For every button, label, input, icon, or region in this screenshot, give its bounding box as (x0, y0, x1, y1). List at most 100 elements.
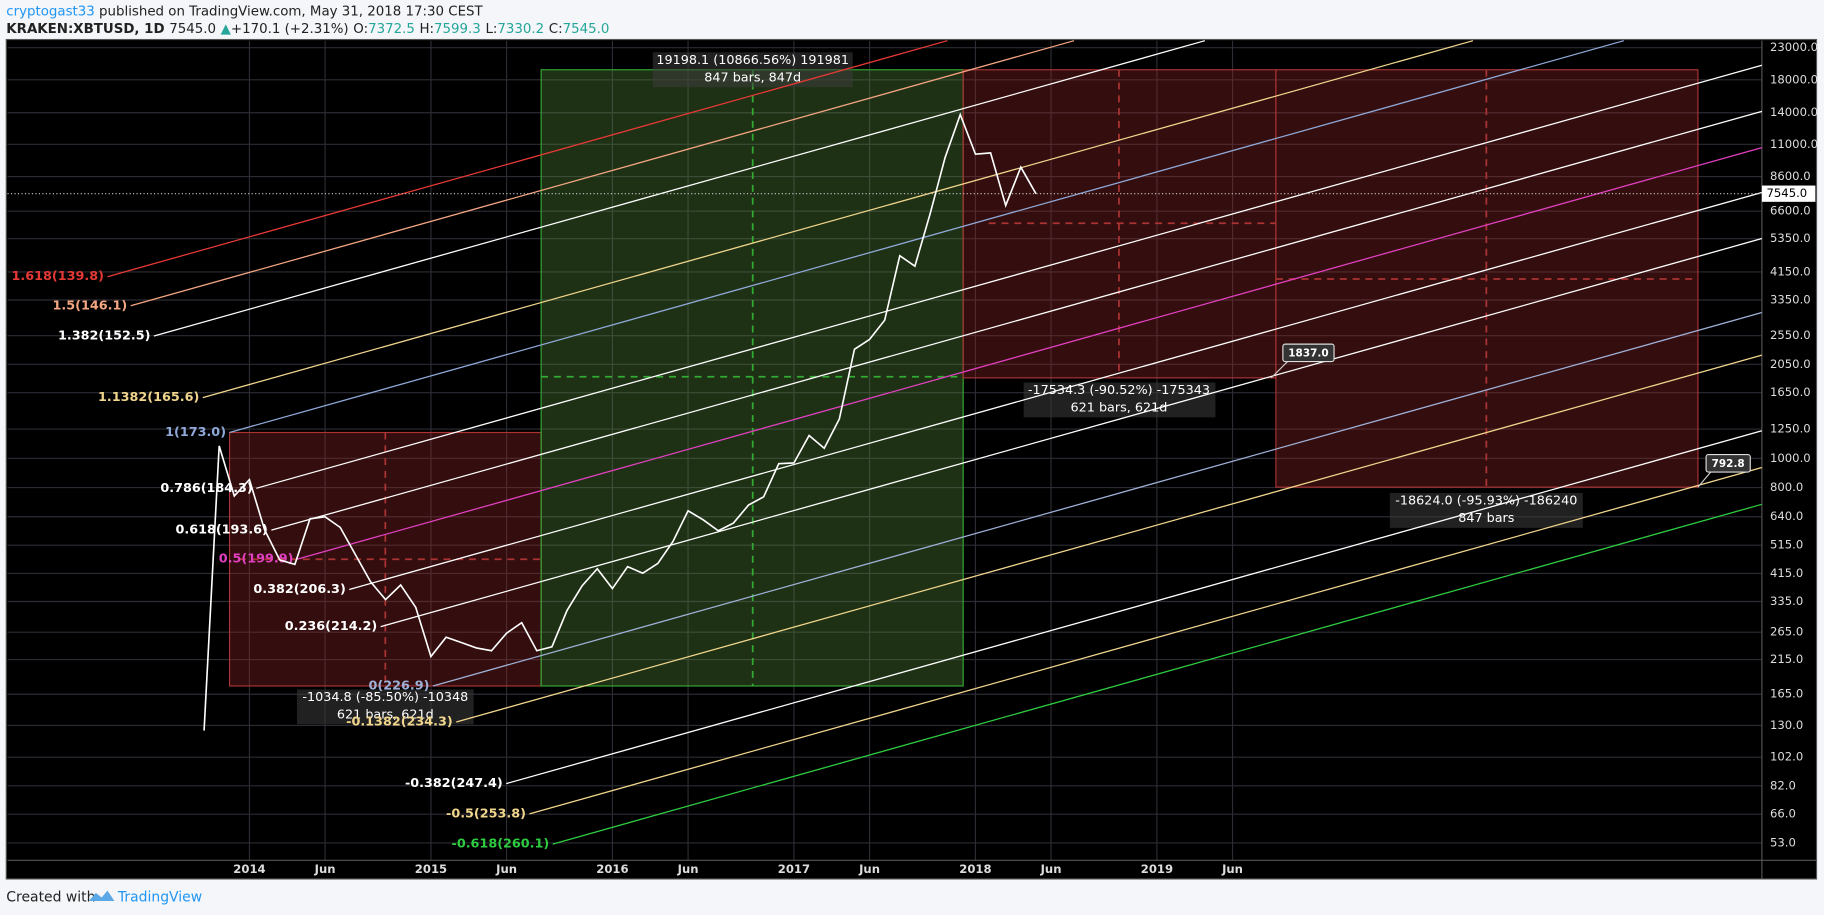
fib-line (552, 503, 1763, 845)
y-tick-label: 165.0 (1770, 687, 1803, 701)
fib-label: 0.5(199.9) (219, 552, 294, 567)
fib-label: 0.618(193.6) (175, 523, 267, 538)
fib-line (456, 354, 1763, 723)
fib-label: -0.1382(234.3) (346, 715, 453, 730)
logo (88, 890, 115, 902)
fib-line (229, 40, 1625, 434)
y-tick-label: 23000.0 (1770, 40, 1818, 54)
y-tick-label: 800.0 (1770, 480, 1803, 494)
y-tick-label: 1250.0 (1770, 422, 1811, 436)
open: 7372.5 (368, 22, 415, 37)
last-price-box (1761, 185, 1816, 202)
chart-panel (5, 38, 1818, 880)
fib-label: 1(173.0) (165, 425, 226, 440)
y-tick-label: 265.0 (1770, 625, 1803, 639)
x-tick-label: Jun (1040, 862, 1062, 876)
measure-label: 847 bars, 847d (704, 70, 801, 85)
x-tick-label: 2017 (778, 862, 810, 876)
y-tick-label: 5350.0 (1770, 231, 1811, 245)
header-line: cryptogast33 published on TradingView.co… (6, 5, 483, 20)
fib-label: 0.786(184.3) (160, 481, 252, 496)
measure-label: 847 bars (1458, 511, 1515, 526)
l-label: L: (485, 22, 497, 37)
fib-line (506, 430, 1763, 785)
fib-line (271, 110, 1763, 531)
symbol-line: KRAKEN:XBTUSD, 1D 7545.0 ▲+170.1 (+2.31%… (6, 22, 609, 37)
price-line (203, 112, 1037, 731)
fib-label: 1.5(146.1) (53, 298, 128, 313)
y-tick-label: 6600.0 (1770, 204, 1811, 218)
callout-label: 792.8 (1712, 458, 1745, 470)
y-tick-label: 2550.0 (1770, 328, 1811, 342)
callout-box (1705, 454, 1751, 473)
change: +170.1 (+2.31%) (231, 22, 349, 37)
fib-label: 0.236(214.2) (285, 619, 377, 634)
callout-pointer (1697, 471, 1712, 488)
plot: 23000.0 18000.0 14000.0 11000.0 8600.0 6600.0… (7, 40, 1818, 879)
y-tick-label: 18000.0 (1770, 72, 1818, 86)
c-label: C: (549, 22, 563, 37)
fib-label: -0.5(253.8) (446, 806, 526, 821)
o-label: O: (353, 22, 368, 37)
y-tick-label: 1650.0 (1770, 385, 1811, 399)
callout-pointer (1270, 361, 1288, 379)
x-tick-label: Jun (677, 862, 699, 876)
y-tick-label: 2050.0 (1770, 357, 1811, 371)
fib-label: 1.382(152.5) (58, 329, 150, 344)
high: 7599.3 (434, 22, 481, 37)
measure-label: -18624.0 (-95.93%) -186240 (1395, 494, 1577, 509)
x-tick-label: 2014 (233, 862, 265, 876)
y-tick-label: 82.0 (1770, 778, 1796, 792)
fib-line (296, 146, 1763, 560)
fib-label: 1.1382(165.6) (98, 390, 199, 405)
y-tick-label: 3350.0 (1770, 292, 1811, 306)
y-tick-label: 640.0 (1770, 509, 1803, 523)
y-tick-label: 102.0 (1770, 750, 1803, 764)
x-tick-label: 2018 (959, 862, 991, 876)
y-tick-label: 11000.0 (1770, 137, 1818, 151)
x-tick-label: Jun (495, 862, 517, 876)
fib-line (130, 40, 1075, 307)
measure-label-bg (296, 689, 474, 725)
y-tick-label: 4150.0 (1770, 264, 1811, 278)
y-tick-label: 66.0 (1770, 807, 1796, 821)
fib-line (202, 40, 1474, 399)
h-label: H: (419, 22, 434, 37)
fib-line (432, 311, 1763, 687)
y-tick-label: 1000.0 (1770, 451, 1811, 465)
fib-line (256, 64, 1763, 489)
fib-line (349, 191, 1763, 591)
y-tick-label: 14000.0 (1770, 105, 1818, 119)
x-tick-label: 2016 (596, 862, 628, 876)
fib-line (380, 237, 1763, 628)
low: 7330.2 (497, 22, 544, 37)
measure-label-bg (1023, 382, 1216, 418)
y-tick-label: 415.0 (1770, 566, 1803, 580)
x-tick-label: Jun (1221, 862, 1243, 876)
footer-created: Created with (6, 890, 95, 906)
y-tick-label: 8600.0 (1770, 169, 1811, 183)
author[interactable]: cryptogast33 (6, 5, 95, 20)
measure-label: -17534.3 (-90.52%) -175343 (1028, 383, 1210, 398)
y-tick-label: 335.0 (1770, 594, 1803, 608)
fib-label: -0.382(247.4) (405, 776, 503, 791)
last-price-label: 7545.0 (1767, 186, 1808, 200)
last: 7545.0 (169, 22, 216, 37)
measure-label-bg (652, 52, 853, 88)
measure-label: 621 bars, 621d (1071, 401, 1168, 416)
x-tick-label: Jun (314, 862, 336, 876)
callout-box (1282, 343, 1335, 363)
y-tick-label: 130.0 (1770, 718, 1803, 732)
symbol: KRAKEN:XBTUSD, 1D (6, 22, 164, 37)
measure-label-bg (1389, 492, 1583, 528)
y-tick-label: 515.0 (1770, 538, 1803, 552)
x-tick-label: 2015 (415, 862, 447, 876)
published: published on TradingView.com, May 31, 20… (99, 5, 483, 20)
footer-brand[interactable]: TradingView (117, 890, 202, 906)
fib-line (153, 40, 1206, 337)
close: 7545.0 (563, 22, 610, 37)
y-tick-label: 215.0 (1770, 652, 1803, 666)
callout-label: 1837.0 (1288, 347, 1328, 359)
